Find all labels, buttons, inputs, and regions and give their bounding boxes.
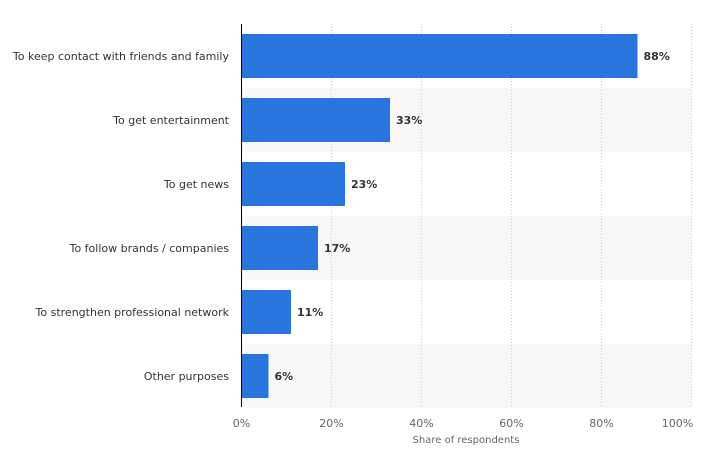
data-label: 33%	[396, 114, 422, 127]
row-band	[241, 344, 692, 408]
x-tick-label: 60%	[499, 417, 523, 430]
data-label: 88%	[644, 50, 670, 63]
data-label: 11%	[297, 306, 323, 319]
category-label: To keep contact with friends and family	[12, 50, 230, 63]
category-label: Other purposes	[144, 370, 229, 383]
x-axis-title: Share of respondents	[413, 435, 520, 446]
x-tick-label: 0%	[233, 417, 250, 430]
x-tick-label: 20%	[319, 417, 343, 430]
category-label: To get news	[163, 178, 229, 191]
bar	[241, 354, 269, 398]
x-tick-label: 40%	[409, 417, 433, 430]
bar	[241, 290, 291, 334]
x-tick-label: 80%	[589, 417, 613, 430]
data-label: 23%	[351, 178, 377, 191]
bar	[241, 226, 318, 270]
category-label: To get entertainment	[112, 114, 230, 127]
data-label: 6%	[275, 370, 294, 383]
data-label: 17%	[324, 242, 350, 255]
category-label: To follow brands / companies	[69, 242, 230, 255]
bar	[241, 162, 345, 206]
bar	[241, 98, 390, 142]
category-label: To strengthen professional network	[35, 306, 230, 319]
bar	[241, 34, 638, 78]
x-tick-label: 100%	[662, 417, 693, 430]
